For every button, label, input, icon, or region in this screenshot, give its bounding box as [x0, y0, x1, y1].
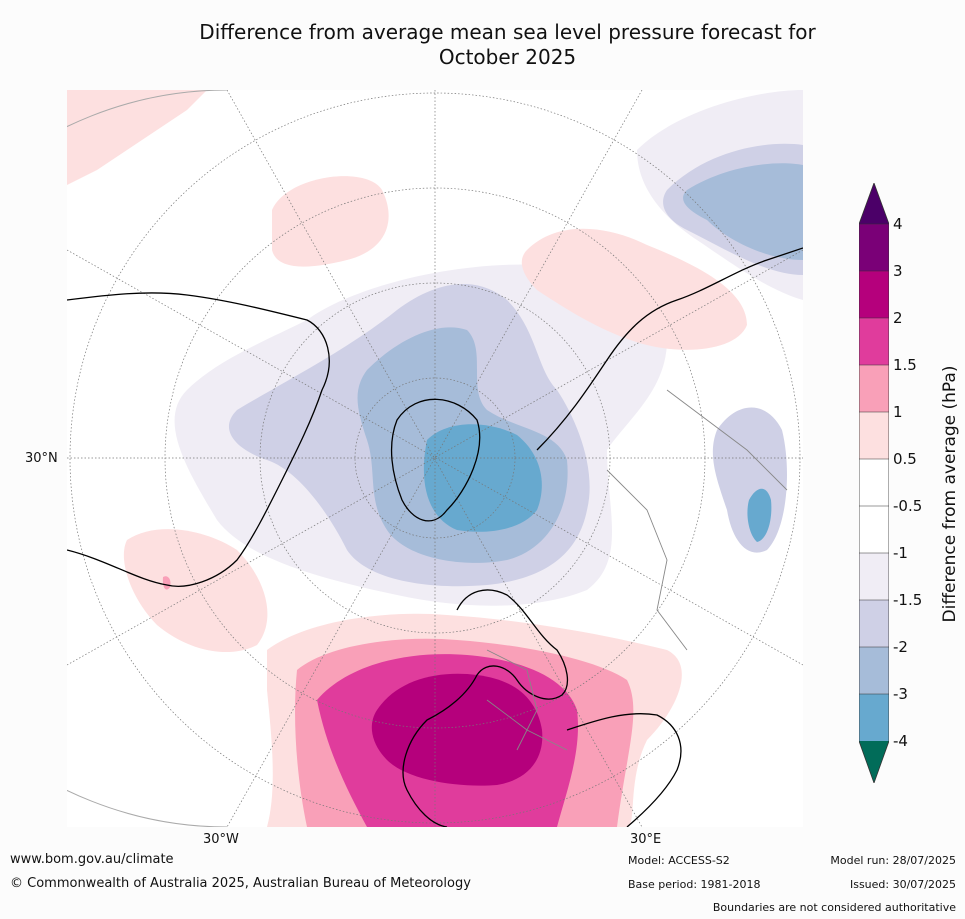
colorbar-extend-bottom: [859, 741, 889, 783]
anomaly-neg-2-3: [423, 424, 542, 532]
colorbar-tick: 1.5: [893, 356, 917, 374]
country-borders: [486, 389, 788, 751]
pressure-anomaly-map: [67, 90, 803, 827]
colorbar-bin: [859, 694, 889, 741]
footer-model: Model: ACCESS-S2: [628, 854, 730, 867]
asia-coast: [536, 247, 803, 451]
anomaly-pos-05-1: [521, 228, 747, 350]
footer-copyright: © Commonwealth of Australia 2025, Austra…: [10, 876, 471, 891]
lon-label-30e: 30°E: [630, 832, 662, 847]
greenland-coast: [390, 398, 481, 522]
map-canvas: [67, 90, 803, 827]
colorbar-tick: -4: [893, 732, 908, 750]
anomaly-pos-05-1: [67, 90, 207, 185]
title-line-2: October 2025: [438, 45, 577, 69]
colorbar-bin: [859, 600, 889, 647]
meridian: [226, 90, 643, 827]
colorbar-bin: [859, 224, 889, 271]
colorbar-bin: [859, 647, 889, 694]
anomaly-pos-05-1: [123, 529, 268, 653]
colorbar-bin: [859, 553, 889, 600]
colorbar-tick: -3: [893, 685, 908, 703]
colorbar-label: Difference from average (hPa): [940, 365, 960, 623]
anomaly-neg-15-2: [683, 163, 803, 260]
colorbar: [859, 183, 889, 783]
colorbar-bin: [859, 318, 889, 365]
colorbar-tick: -0.5: [893, 497, 923, 515]
footer-url[interactable]: www.bom.gov.au/climate: [10, 852, 174, 867]
meridian: [67, 249, 803, 666]
colorbar-tick: -2: [893, 638, 908, 656]
europe-coast: [402, 589, 569, 827]
anomaly-pos-2-3: [371, 673, 543, 786]
colorbar-tick: 4: [893, 215, 903, 233]
map-title: Difference from average mean sea level p…: [150, 20, 865, 70]
colorbar-tick: 3: [893, 262, 903, 280]
mediterranean-coast: [566, 713, 682, 827]
coastlines: [67, 247, 803, 827]
colorbar-bin: [859, 365, 889, 412]
footer-base-period: Base period: 1981-2018: [628, 878, 761, 891]
footer-disclaimer: Boundaries are not considered authoritat…: [712, 901, 956, 914]
colorbar-tick: 0.5: [893, 450, 917, 468]
meridian: [67, 249, 803, 666]
colorbar-bin: [859, 412, 889, 459]
colorbar-tick: -1.5: [893, 591, 923, 609]
north-america-coast: [67, 292, 330, 587]
graticule: [67, 90, 803, 827]
anomaly-neg-2-3: [747, 488, 772, 542]
footer-model-run: Model run: 28/07/2025: [830, 854, 956, 867]
colorbar-tick: -1: [893, 544, 908, 562]
colorbar-extend-top: [859, 183, 889, 224]
anomaly-pos-05-1: [272, 176, 389, 267]
anomaly-pos-1-15: [162, 576, 171, 590]
lon-label-30w: 30°W: [203, 832, 239, 847]
lat-label-30n: 30°N: [25, 451, 58, 466]
colorbar-tick: 2: [893, 309, 903, 327]
meridian: [226, 90, 643, 827]
title-line-1: Difference from average mean sea level p…: [199, 20, 816, 44]
colorbar-bin: [859, 271, 889, 318]
footer-issued: Issued: 30/07/2025: [849, 878, 956, 891]
colorbar-tick: 1: [893, 403, 903, 421]
